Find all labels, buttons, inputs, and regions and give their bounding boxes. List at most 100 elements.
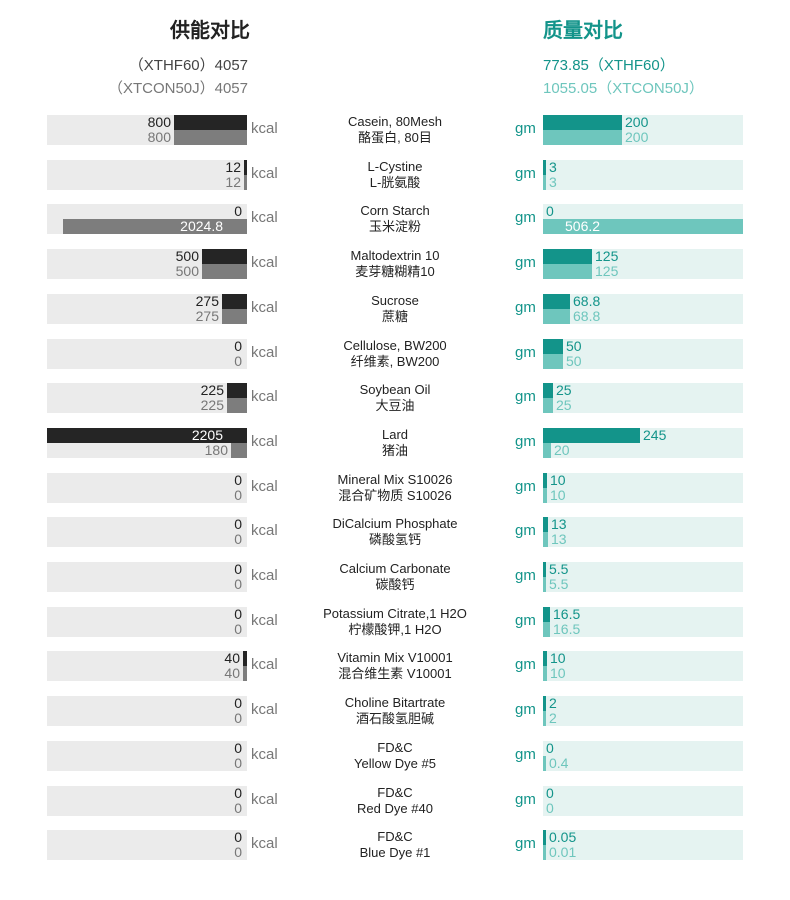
energy-value-label: 0	[234, 844, 242, 861]
energy-value-label: 40	[224, 665, 240, 682]
mass-value-label: 0	[546, 784, 554, 801]
mass-bar-series-2	[543, 845, 546, 861]
energy-row-background	[47, 740, 247, 771]
energy-comparison-title: 供能对比	[170, 20, 250, 42]
mass-value-label: 68.8	[573, 292, 601, 309]
energy-value-label: 800	[147, 114, 171, 130]
energy-unit-label: kcal	[251, 209, 278, 227]
mass-bar-series-1	[543, 472, 547, 488]
mass-unit-label: gm	[515, 656, 536, 674]
mass-row-background	[543, 830, 743, 861]
ingredient-name-en: DiCalcium Phosphate	[332, 516, 458, 532]
ingredient-name-en: Sucrose	[371, 292, 419, 308]
ingredient-name-en: L-Cystine	[367, 158, 423, 174]
energy-row-background	[47, 159, 247, 190]
table-row: 275 275 kcal Sucrose 蔗糖 gm 68.8 68.8	[0, 292, 790, 324]
energy-value-label: 800	[147, 129, 171, 145]
energy-value-label: 0	[234, 516, 242, 533]
mass-bar-series-2	[543, 621, 550, 637]
mass-unit-label: gm	[515, 209, 536, 227]
mass-bar-series-1	[543, 427, 640, 443]
mass-row-background	[543, 159, 743, 190]
mass-value-label: 3	[549, 173, 557, 190]
ingredient-name-en: FD&C	[377, 829, 413, 845]
energy-value-label: 0	[234, 695, 242, 712]
energy-row-background	[47, 472, 247, 503]
table-row: 0 0 kcal FD&C Red Dye #40 gm 0 0	[0, 784, 790, 816]
mass-bar-series-1	[543, 830, 546, 846]
mass-unit-label: gm	[515, 164, 536, 182]
energy-unit-label: kcal	[251, 656, 278, 674]
energy-unit-label: kcal	[251, 701, 278, 719]
mass-unit-label: gm	[515, 522, 536, 540]
mass-value-label: 50	[566, 352, 582, 369]
mass-unit-label: gm	[515, 745, 536, 763]
mass-bar-series-2	[543, 487, 547, 503]
mass-bar-series-1	[543, 115, 622, 130]
mass-value-label: 125	[595, 248, 619, 265]
energy-value-label: 0	[234, 576, 242, 592]
mass-bar-series-1	[543, 651, 547, 667]
mass-unit-label: gm	[515, 254, 536, 272]
table-row: 800 800 kcal Casein, 80Mesh 酪蛋白, 80目 gm 200 200	[0, 114, 790, 145]
mass-comparison-title: 质量对比	[543, 20, 623, 42]
energy-row-background	[47, 606, 247, 637]
energy-unit-label: kcal	[251, 254, 278, 272]
energy-row-background	[47, 785, 247, 816]
mass-value-label: 0.4	[549, 754, 569, 771]
mass-unit-label: gm	[515, 835, 536, 853]
table-row: 0 0 kcal Calcium Carbonate 碳酸钙 gm 5.5 5.5	[0, 561, 790, 592]
mass-row-background	[543, 562, 743, 592]
mass-value-label: 200	[625, 129, 649, 145]
table-row: 0 0 kcal Cellulose, BW200 纤维素, BW200 gm 50 50	[0, 338, 790, 369]
energy-bar-series-1	[243, 651, 247, 667]
mass-bar-series-1	[543, 159, 546, 175]
energy-bar-series-1	[244, 159, 247, 175]
mass-bar-series-2	[543, 130, 622, 145]
mass-value-label: 0.05	[549, 829, 577, 846]
energy-bar-series-2	[202, 264, 247, 280]
mass-value-label: 5.5	[549, 561, 569, 577]
mass-bar-series-1	[543, 562, 546, 577]
table-row: 0 0 kcal DiCalcium Phosphate 磷酸氢钙 gm 13 13	[0, 516, 790, 548]
mass-value-label: 20	[554, 441, 570, 458]
mass-value-label: 2	[549, 710, 557, 727]
mass-total-series-2: 1055.05（XTCON50J）	[543, 80, 704, 97]
ingredient-name-zh: Yellow Dye #5	[354, 755, 436, 771]
mass-value-label: 125	[595, 263, 619, 280]
table-row: 500 500 kcal Maltodextrin 10 麦芽糖糊精10 gm 125 125	[0, 248, 790, 280]
mass-unit-label: gm	[515, 477, 536, 495]
ingredient-name-en: Vitamin Mix V10001	[337, 650, 453, 666]
ingredient-name-en: Corn Starch	[360, 203, 430, 219]
mass-bar-series-1	[543, 517, 548, 533]
energy-row-background	[47, 830, 247, 861]
mass-total-series-1: 773.85（XTHF60）	[543, 57, 675, 74]
energy-row-background	[47, 293, 247, 324]
energy-bar-series-2	[244, 174, 247, 190]
mass-unit-label: gm	[515, 388, 536, 406]
energy-row-background	[47, 562, 247, 592]
energy-value-label: 0	[234, 799, 242, 816]
mass-value-label: 3	[549, 158, 557, 175]
mass-bar-series-1	[543, 293, 570, 309]
mass-bar-series-2	[543, 308, 570, 324]
ingredient-name-en: Mineral Mix S10026	[337, 471, 453, 487]
table-row: 0 0 kcal FD&C Yellow Dye #5 gm 0 0.4	[0, 740, 790, 771]
energy-total-series-2: （XTCON50J）4057	[107, 80, 248, 97]
mass-unit-label: gm	[515, 120, 536, 137]
ingredient-name-zh: 蔗糖	[381, 308, 408, 324]
mass-row-background	[543, 338, 743, 369]
ingredient-name-zh: 玉米淀粉	[368, 219, 421, 235]
mass-row-background	[543, 472, 743, 503]
energy-value-label: 225	[200, 382, 224, 399]
mass-value-label: 10	[550, 650, 566, 667]
energy-row-background	[47, 383, 247, 414]
energy-value-label: 0	[234, 561, 242, 577]
mass-value-label: 506.2	[565, 218, 601, 235]
energy-unit-label: kcal	[251, 611, 278, 629]
energy-unit-label: kcal	[251, 432, 278, 450]
mass-bar-series-1	[543, 338, 563, 354]
energy-bar-series-2	[231, 442, 247, 458]
energy-value-label: 0	[234, 486, 242, 503]
